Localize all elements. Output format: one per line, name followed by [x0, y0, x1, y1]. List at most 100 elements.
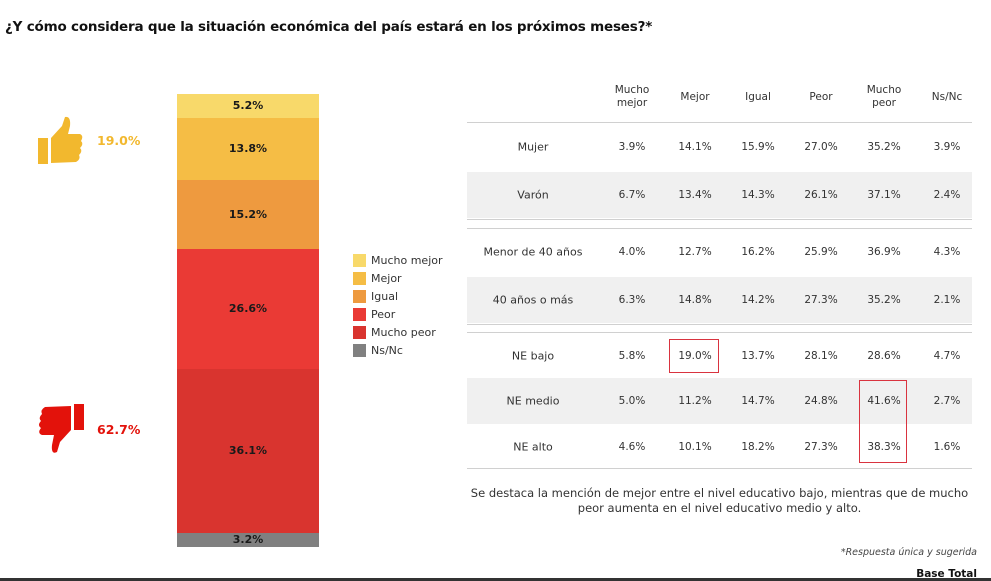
bar-segment-igual: 15.2% — [177, 179, 319, 249]
table-cell: 26.1% — [804, 189, 838, 201]
table-cell: 14.8% — [678, 294, 712, 306]
column-header-text: Mejor — [680, 91, 710, 103]
data-label: 13.8% — [228, 142, 268, 156]
bar-segment-ns-nc: 3.2% — [177, 532, 319, 547]
table-cell: 14.1% — [678, 141, 712, 153]
legend-label: Mejor — [371, 272, 402, 285]
table-cell: 4.7% — [933, 349, 961, 362]
legend-swatch — [353, 290, 366, 303]
legend-swatch — [353, 254, 366, 267]
table-cell: 6.7% — [618, 189, 646, 201]
row-label: Menor de 40 años — [483, 245, 583, 259]
legend-item: Ns/Nc — [353, 344, 403, 357]
table-cell: 5.8% — [618, 349, 646, 362]
data-label: 36.1% — [228, 444, 268, 458]
table-cell: 4.0% — [618, 246, 646, 258]
table-cell: 2.4% — [933, 189, 961, 201]
table-cell: 6.3% — [618, 294, 646, 306]
thumbs-down-icon — [39, 404, 84, 453]
row-label: Varón — [517, 188, 549, 202]
table-cell: 12.7% — [678, 246, 712, 258]
highlight-box — [669, 339, 719, 373]
column-header: Igual — [728, 91, 788, 104]
divider — [467, 122, 972, 123]
table-row: NE medio 5.0% 11.2% 14.7% 24.8% 41.6% 2.7% — [467, 378, 972, 424]
divider — [467, 468, 972, 469]
table-cell: 35.2% — [867, 294, 901, 306]
summary-note: Se destaca la mención de mejor entre el … — [470, 486, 969, 515]
table-cell: 24.8% — [804, 395, 838, 407]
data-label: 26.6% — [228, 302, 268, 316]
row-label: NE medio — [506, 394, 560, 408]
legend-label: Ns/Nc — [371, 344, 403, 357]
legend-item: Mejor — [353, 272, 402, 285]
table-cell: 1.6% — [933, 441, 961, 453]
data-label: 15.2% — [228, 207, 268, 221]
legend-swatch — [353, 272, 366, 285]
table-row: NE alto 4.6% 10.1% 18.2% 27.3% 38.3% 1.6% — [467, 424, 972, 470]
table-cell: 37.1% — [867, 189, 901, 201]
column-header: Mucho mejor — [602, 84, 662, 110]
table-cell: 25.9% — [804, 246, 838, 258]
table-cell: 13.4% — [678, 189, 712, 201]
column-header-text: Mucho — [614, 84, 650, 96]
table-row: 40 años o más 6.3% 14.8% 14.2% 27.3% 35.2% 2.1… — [467, 277, 972, 323]
table-cell: 35.2% — [867, 141, 901, 153]
table-cell: 28.1% — [804, 349, 838, 362]
table-cell: 28.6% — [867, 349, 901, 362]
row-label: Mujer — [517, 140, 549, 154]
column-header-text: Peor — [809, 91, 833, 103]
highlight-box — [859, 380, 907, 463]
table-cell: 14.7% — [741, 395, 775, 407]
row-label: 40 años o más — [492, 293, 574, 307]
page-title: ¿Y cómo considera que la situación econó… — [5, 19, 653, 35]
table-row: Menor de 40 años 4.0% 12.7% 16.2% 25.9% 36.9%… — [467, 229, 972, 275]
table-cell: 2.7% — [933, 395, 961, 407]
divider — [467, 228, 972, 229]
table-cell: 36.9% — [867, 246, 901, 258]
data-label: 3.2% — [232, 533, 264, 547]
legend-item: Mucho peor — [353, 326, 436, 339]
table-cell: 14.3% — [741, 189, 775, 201]
table-cell: 27.3% — [804, 294, 838, 306]
table-cell: 14.2% — [741, 294, 775, 306]
table-cell: 15.9% — [741, 141, 775, 153]
bar-segment-mejor: 13.8% — [177, 117, 319, 180]
column-header: Peor — [791, 91, 851, 104]
table-cell: 27.3% — [804, 441, 838, 453]
table-row: NE bajo 5.8% 19.0% 13.7% 28.1% 28.6% 4.7% — [467, 333, 972, 378]
divider — [467, 332, 972, 333]
legend-label: Mucho peor — [371, 326, 436, 339]
table-cell: 4.3% — [933, 246, 961, 258]
bar-segment-mucho-mejor: 5.2% — [177, 94, 319, 118]
table-cell: 27.0% — [804, 141, 838, 153]
thumbs-up-icon — [38, 116, 83, 164]
table-cell: 10.1% — [678, 441, 712, 453]
footnote: *Respuesta única y sugerida — [840, 547, 977, 558]
row-label: NE bajo — [511, 349, 555, 362]
row-label: NE alto — [513, 440, 553, 454]
base-label: Base Total — [916, 568, 977, 580]
column-header-text: mejor — [616, 97, 648, 109]
table-cell: 11.2% — [678, 395, 712, 407]
legend-swatch — [353, 308, 366, 321]
legend-swatch — [353, 344, 366, 357]
table-row: Varón 6.7% 13.4% 14.3% 26.1% 37.1% 2.4% — [467, 172, 972, 218]
table-cell: 3.9% — [933, 141, 961, 153]
table-cell: 16.2% — [741, 246, 775, 258]
legend-item: Mucho mejor — [353, 254, 443, 267]
column-header-text: peor — [872, 97, 896, 109]
positive-total: 19.0% — [97, 133, 141, 148]
table-cell: 41.6% — [867, 395, 901, 407]
column-header: Mucho peor — [854, 84, 914, 110]
column-header-text: Mucho — [866, 84, 902, 96]
legend-label: Peor — [371, 308, 396, 321]
column-header-text: Igual — [745, 91, 771, 103]
legend-item: Igual — [353, 290, 398, 303]
table-cell: 2.1% — [933, 294, 961, 306]
data-label: 5.2% — [232, 99, 264, 113]
table-cell: 3.9% — [618, 141, 646, 153]
table-cell: 4.6% — [618, 441, 646, 453]
table-cell: 18.2% — [741, 441, 775, 453]
bar-segment-mucho-peor: 36.1% — [177, 369, 319, 533]
